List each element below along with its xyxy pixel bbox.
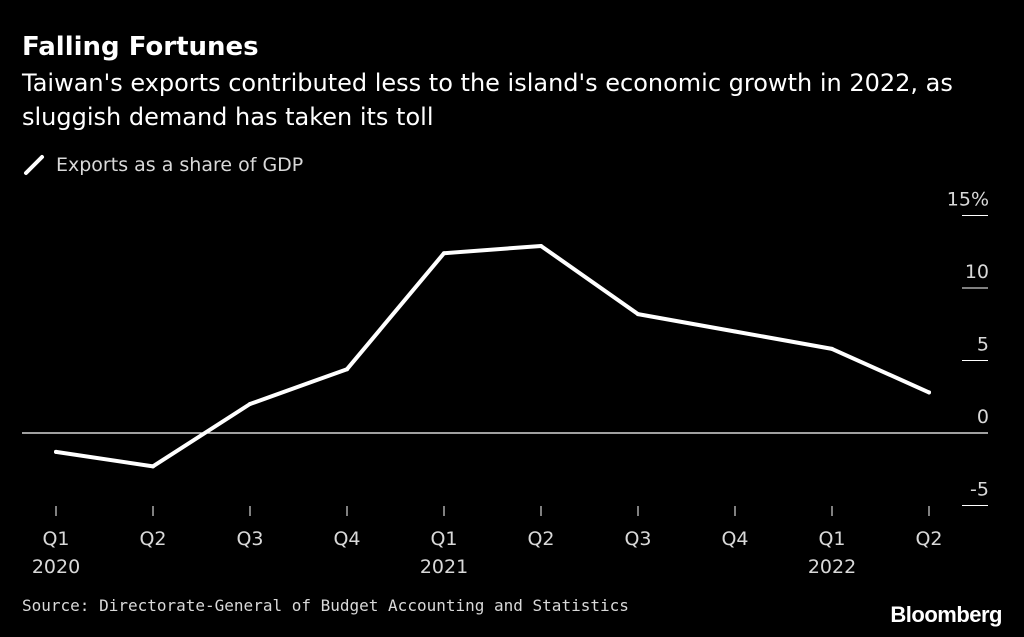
- data-point: [151, 464, 155, 469]
- x-tick-label-year: 2021: [420, 556, 468, 578]
- legend-line-icon: [24, 155, 44, 175]
- source-note: Source: Directorate-General of Budget Ac…: [22, 596, 629, 615]
- y-tick-label: -5: [970, 479, 989, 501]
- chart-subtitle: Taiwan's exports contributed less to the…: [22, 69, 953, 131]
- series-line-exports-share-of-gdp: [54, 243, 931, 469]
- x-tick-label-quarter: Q1: [818, 528, 845, 550]
- data-point: [345, 367, 349, 372]
- legend: Exports as a share of GDP: [22, 152, 303, 178]
- y-tick-label: 15%: [947, 189, 989, 211]
- y-tick-label: 0: [977, 406, 989, 428]
- x-tick-label-quarter: Q3: [624, 528, 651, 550]
- x-tick-label-quarter: Q2: [527, 528, 554, 550]
- x-tick-label-year: 2020: [32, 556, 80, 578]
- data-point: [733, 329, 737, 334]
- x-tick-label-year: 2022: [808, 556, 856, 578]
- data-point: [539, 243, 543, 248]
- x-tick-label-quarter: Q2: [139, 528, 166, 550]
- y-tick-label: 5: [977, 334, 989, 356]
- data-point: [54, 449, 58, 454]
- legend-label: Exports as a share of GDP: [56, 154, 304, 176]
- data-point: [830, 346, 834, 351]
- data-point: [927, 390, 931, 395]
- x-tick-label-quarter: Q1: [42, 528, 69, 550]
- bloomberg-logo: Bloomberg: [890, 602, 1002, 627]
- x-tick-label-quarter: Q3: [236, 528, 263, 550]
- x-tick-label-quarter: Q1: [430, 528, 457, 550]
- data-point: [636, 312, 640, 317]
- x-tick-label-quarter: Q4: [721, 528, 748, 550]
- x-tick-label-quarter: Q2: [915, 528, 942, 550]
- y-tick-label: 10: [965, 261, 989, 283]
- data-point: [442, 251, 446, 256]
- data-point: [248, 402, 252, 406]
- chart-title: Falling Fortunes: [22, 32, 259, 62]
- x-tick-label-quarter: Q4: [333, 528, 360, 550]
